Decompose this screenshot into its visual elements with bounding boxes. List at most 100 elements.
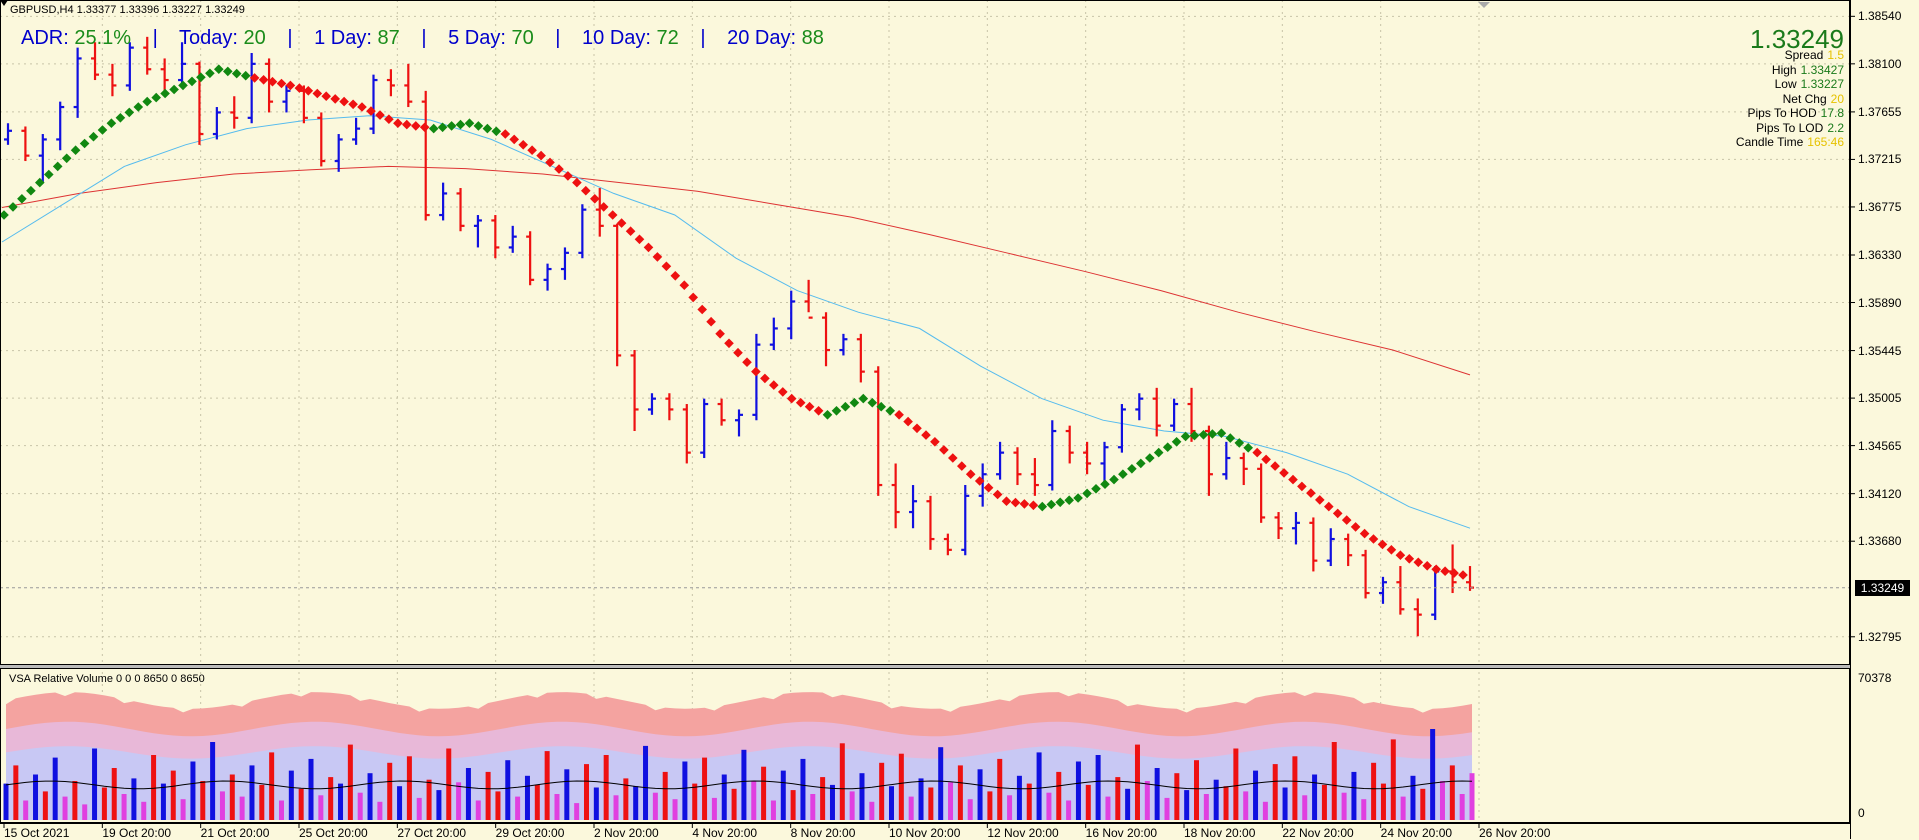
separator: | bbox=[700, 27, 706, 49]
ohlc-bar bbox=[1344, 533, 1353, 567]
y-tick-label: 1.34120 bbox=[1858, 486, 1902, 501]
ohlc-bar bbox=[978, 463, 987, 507]
trend-dot bbox=[43, 169, 54, 180]
ohlc-bar bbox=[717, 398, 726, 426]
volume-bar bbox=[633, 786, 639, 820]
volume-bar bbox=[318, 795, 324, 820]
volume-bar bbox=[544, 751, 550, 820]
ohlc-bar bbox=[804, 279, 813, 319]
ohlc-bar bbox=[4, 123, 12, 145]
x-tick-label: 26 Nov 20:00 bbox=[1479, 826, 1551, 840]
volume-bar bbox=[554, 794, 560, 820]
trend-dot bbox=[1225, 433, 1236, 443]
trend-dot bbox=[1458, 570, 1468, 580]
volume-bar bbox=[180, 799, 186, 820]
volume-bar bbox=[505, 760, 511, 820]
volume-bar bbox=[1203, 794, 1209, 820]
volume-bar bbox=[702, 757, 708, 820]
volume-bar bbox=[859, 773, 865, 820]
volume-bar bbox=[308, 758, 314, 820]
volume-bar bbox=[1400, 796, 1406, 820]
grid-lines bbox=[0, 0, 1855, 828]
volume-bar bbox=[800, 758, 806, 820]
volume-bar bbox=[377, 801, 383, 820]
ohlc-bar bbox=[526, 231, 535, 286]
volume-bar bbox=[62, 796, 68, 820]
volume-bar bbox=[82, 804, 88, 820]
volume-bar bbox=[869, 801, 875, 820]
ohlc-bar bbox=[1239, 452, 1248, 486]
volume-bar bbox=[1351, 771, 1357, 820]
volume-bar bbox=[416, 797, 422, 820]
y-tick-label: 1.34565 bbox=[1858, 438, 1902, 453]
trend-dot bbox=[70, 145, 81, 156]
trend-dot bbox=[348, 99, 358, 110]
info-row-label: Pips To LOD bbox=[1756, 120, 1824, 135]
volume-bar bbox=[1361, 799, 1367, 820]
trend-dot bbox=[213, 64, 224, 75]
trend-dot bbox=[1341, 515, 1352, 525]
volume-bar bbox=[1046, 792, 1052, 820]
trend-dot bbox=[1055, 497, 1066, 508]
x-tick-label: 21 Oct 20:00 bbox=[200, 826, 270, 840]
trend-dot bbox=[607, 210, 618, 220]
volume-bar bbox=[1292, 756, 1298, 820]
trend-dot bbox=[1323, 501, 1334, 512]
ohlc-bar bbox=[230, 96, 239, 129]
trend-dot bbox=[1171, 436, 1182, 447]
ohlc-bar bbox=[334, 134, 343, 172]
trend-dot bbox=[419, 122, 430, 133]
trend-dot bbox=[509, 134, 520, 145]
trend-dot bbox=[768, 380, 779, 390]
ohlc-bar bbox=[665, 393, 674, 421]
trend-dot bbox=[1422, 560, 1433, 571]
trend-dot bbox=[813, 405, 824, 416]
volume-bar bbox=[741, 749, 747, 820]
info-row: Pips To HOD 17.8 bbox=[1748, 106, 1845, 120]
ohlc-bar bbox=[265, 58, 274, 113]
volume-bar bbox=[141, 801, 147, 820]
trend-dot bbox=[52, 161, 63, 172]
trend-dot bbox=[634, 234, 645, 245]
trend-dot bbox=[231, 68, 242, 79]
volume-bar bbox=[367, 773, 373, 820]
volume-bar bbox=[456, 782, 462, 820]
trend-dot bbox=[742, 357, 752, 368]
volume-bar bbox=[3, 783, 9, 820]
ohlc-bar bbox=[1309, 517, 1318, 572]
volume-bar bbox=[151, 755, 157, 820]
ohlc-bar bbox=[578, 204, 587, 259]
separator: | bbox=[152, 27, 158, 49]
ohlc-bar bbox=[404, 63, 413, 108]
ohlc-bar bbox=[1204, 425, 1213, 496]
trend-dot bbox=[1073, 493, 1083, 503]
trend-dot bbox=[939, 445, 949, 455]
ohlc-bar bbox=[352, 117, 361, 145]
trend-dot bbox=[831, 405, 842, 416]
info-row: Low 1.33227 bbox=[1775, 77, 1844, 91]
info-row-label: Low bbox=[1774, 77, 1797, 91]
ohlc-bar bbox=[38, 134, 47, 183]
trend-dot bbox=[688, 292, 699, 303]
trend-dot bbox=[26, 185, 36, 196]
info-row-label: Spread bbox=[1784, 48, 1824, 62]
volume-bar bbox=[229, 774, 235, 820]
x-tick-label: 25 Oct 20:00 bbox=[299, 826, 368, 840]
trend-dot bbox=[804, 401, 815, 412]
y-tick-label: 1.32795 bbox=[1858, 629, 1902, 644]
trend-dot bbox=[536, 150, 546, 161]
ohlc-bar bbox=[1466, 566, 1474, 591]
volume-bar bbox=[564, 769, 570, 820]
volume-bar bbox=[1174, 773, 1180, 820]
y-tick-label: 1.38100 bbox=[1858, 56, 1902, 71]
trend-dot bbox=[1261, 454, 1271, 465]
volume-bar bbox=[72, 781, 78, 820]
ohlc-bar bbox=[787, 290, 796, 340]
volume-bar bbox=[524, 775, 530, 820]
volume-bar bbox=[426, 779, 432, 820]
ohlc-bar bbox=[1257, 463, 1266, 523]
trend-dot bbox=[786, 393, 797, 404]
chevron-down-icon[interactable] bbox=[0, 0, 8, 6]
volume-bar bbox=[190, 761, 196, 820]
trend-dot bbox=[1395, 550, 1406, 561]
